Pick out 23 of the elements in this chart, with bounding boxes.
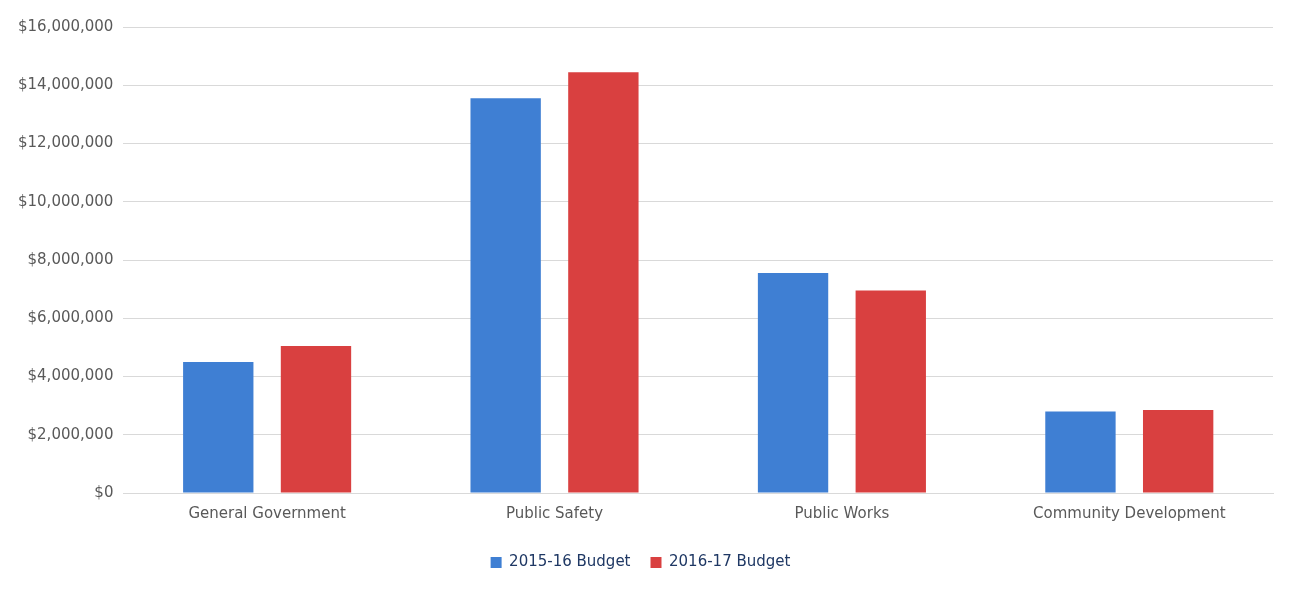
y-tick-label: $0 bbox=[94, 482, 114, 501]
x-tick-label: Public Safety bbox=[505, 503, 604, 522]
x-tick-label: Public Works bbox=[794, 503, 890, 522]
x-tick-label: General Government bbox=[188, 503, 346, 522]
bar bbox=[470, 98, 541, 493]
y-tick-label: $14,000,000 bbox=[17, 75, 114, 94]
x-tick-label: Community Development bbox=[1033, 503, 1226, 522]
bar bbox=[1045, 411, 1116, 493]
y-tick-label: $10,000,000 bbox=[17, 191, 114, 210]
y-tick-label: $2,000,000 bbox=[27, 424, 114, 443]
bar bbox=[1142, 409, 1214, 493]
bar bbox=[183, 361, 254, 493]
y-tick-label: $16,000,000 bbox=[17, 16, 114, 35]
bar bbox=[280, 345, 352, 493]
y-tick-label: $6,000,000 bbox=[27, 308, 114, 327]
bar bbox=[568, 72, 639, 493]
legend-label: 2016-17 Budget bbox=[669, 552, 791, 571]
y-tick-label: $12,000,000 bbox=[17, 133, 114, 152]
legend-label: 2015-16 Budget bbox=[509, 552, 631, 571]
y-tick-label: $8,000,000 bbox=[27, 249, 114, 268]
bar bbox=[855, 290, 926, 493]
bar bbox=[757, 273, 829, 493]
y-tick-label: $4,000,000 bbox=[27, 366, 114, 385]
